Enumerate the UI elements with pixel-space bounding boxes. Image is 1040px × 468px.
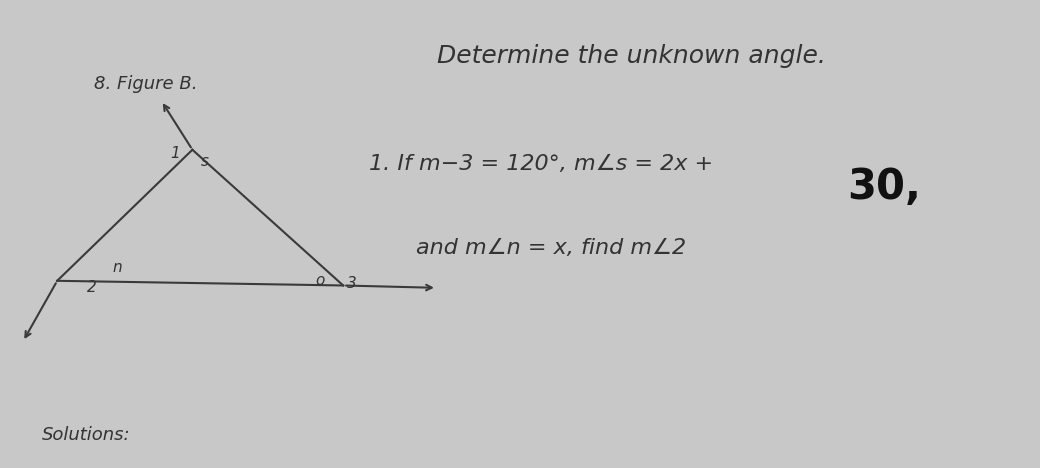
Text: n: n [112, 260, 123, 275]
Text: o: o [315, 273, 326, 288]
Text: 3: 3 [346, 276, 357, 291]
Text: 1: 1 [170, 146, 180, 161]
Text: Solutions:: Solutions: [42, 426, 130, 444]
Text: 8. Figure B.: 8. Figure B. [94, 75, 198, 93]
Text: 2: 2 [86, 280, 97, 295]
Text: Determine the unknown angle.: Determine the unknown angle. [437, 44, 826, 68]
Text: 30,: 30, [848, 166, 921, 208]
Text: s: s [201, 154, 209, 169]
Text: 1. If m−3 = 120°, m∠s = 2x +: 1. If m−3 = 120°, m∠s = 2x + [369, 154, 713, 174]
Text: and m∠n = x, find m∠2: and m∠n = x, find m∠2 [416, 238, 686, 258]
